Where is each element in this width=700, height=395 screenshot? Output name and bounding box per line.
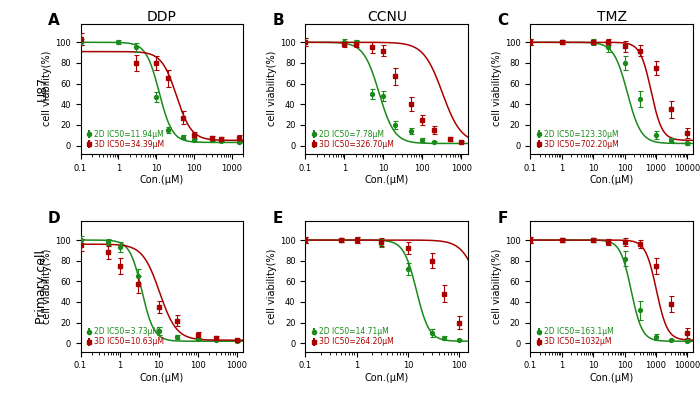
Legend: 2D IC50=163.1μM, 3D IC50=1032μM: 2D IC50=163.1μM, 3D IC50=1032μM [536,327,614,346]
Text: E: E [273,211,283,226]
Legend: 2D IC50=14.71μM, 3D IC50=264.20μM: 2D IC50=14.71μM, 3D IC50=264.20μM [311,327,394,346]
Legend: 2D IC50=11.94μM, 3D IC50=34.39μM: 2D IC50=11.94μM, 3D IC50=34.39μM [86,130,164,149]
X-axis label: Con.(μM): Con.(μM) [140,373,184,383]
Y-axis label: cell viability(%): cell viability(%) [492,51,502,126]
X-axis label: Con.(μM): Con.(μM) [589,373,634,383]
Y-axis label: cell viability(%): cell viability(%) [42,249,52,324]
Text: F: F [498,211,508,226]
Y-axis label: cell viability(%): cell viability(%) [267,249,277,324]
Legend: 2D IC50=123.30μM, 3D IC50=702.20μM: 2D IC50=123.30μM, 3D IC50=702.20μM [536,130,619,149]
Legend: 2D IC50=3.73μM, 3D IC50=10.63μM: 2D IC50=3.73μM, 3D IC50=10.63μM [86,327,164,346]
Title: TMZ: TMZ [596,10,626,24]
Legend: 2D IC50=7.78μM, 3D IC50=326.70μM: 2D IC50=7.78μM, 3D IC50=326.70μM [311,130,394,149]
Text: A: A [48,13,60,28]
X-axis label: Con.(μM): Con.(μM) [589,175,634,185]
Title: CCNU: CCNU [367,10,407,24]
Text: Primary cell: Primary cell [36,250,48,324]
Text: C: C [498,13,509,28]
Text: B: B [273,13,284,28]
Y-axis label: cell viability(%): cell viability(%) [492,249,502,324]
Y-axis label: cell viability(%): cell viability(%) [42,51,52,126]
Y-axis label: cell viability(%): cell viability(%) [267,51,277,126]
X-axis label: Con.(μM): Con.(μM) [365,175,409,185]
Text: U87: U87 [36,76,48,101]
X-axis label: Con.(μM): Con.(μM) [365,373,409,383]
X-axis label: Con.(μM): Con.(μM) [140,175,184,185]
Title: DDP: DDP [147,10,177,24]
Text: D: D [48,211,60,226]
